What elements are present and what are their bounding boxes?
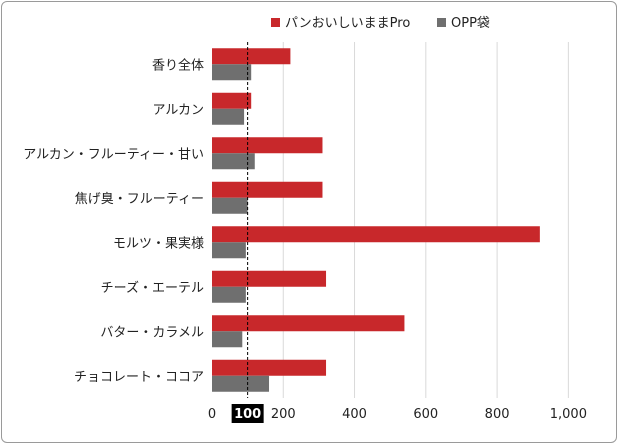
category-label: アルカン・フルーティー・甘い (23, 147, 204, 162)
bar-pan-pro-7 (212, 359, 327, 376)
x-tick-label-1000: 1,000 (550, 407, 587, 422)
bar-pan-pro-5 (212, 270, 327, 287)
bars (212, 48, 540, 392)
category-label: 焦げ臭・フルーティー (75, 192, 204, 207)
grid-lines (282, 42, 569, 398)
bar-pan-pro-6 (212, 315, 405, 332)
legend-label-opp: OPP袋 (451, 16, 490, 31)
bar-opp-7 (212, 375, 270, 392)
category-label: チョコレート・ココア (74, 370, 204, 385)
category-label: チーズ・エーテル (101, 280, 204, 296)
bar-opp-0 (212, 64, 252, 81)
bar-opp-2 (212, 153, 255, 170)
bar-pan-pro-0 (212, 48, 291, 65)
x-tick-label-600: 600 (413, 407, 438, 422)
bar-opp-3 (212, 197, 248, 214)
bar-pan-pro-4 (212, 226, 540, 243)
x-tick-label-0: 0 (208, 407, 216, 422)
category-label: モルツ・果実様 (113, 235, 204, 251)
reference-tick-highlight (231, 404, 264, 423)
bar-pan-pro-1 (212, 92, 252, 109)
x-axis-ticks: 0 200 400 600 800 1,000 100 (208, 404, 587, 423)
category-label: 香り全体 (152, 57, 204, 73)
legend: パンおいしいままPro OPP袋 (271, 16, 490, 31)
category-label: バター・カラメル (100, 325, 204, 340)
bar-pan-pro-2 (212, 137, 323, 154)
category-label: アルカン (153, 103, 204, 118)
bar-opp-5 (212, 286, 246, 303)
bar-pan-pro-3 (212, 181, 323, 198)
bar-opp-6 (212, 331, 243, 348)
legend-label-pan-pro: パンおいしいままPro (285, 16, 410, 31)
x-tick-label-800: 800 (485, 407, 510, 422)
legend-swatch-opp (437, 18, 446, 27)
bar-opp-1 (212, 108, 245, 125)
category-labels: 香り全体アルカンアルカン・フルーティー・甘い焦げ臭・フルーティーモルツ・果実様チ… (23, 57, 204, 385)
legend-swatch-pan-pro (271, 18, 280, 27)
reference-tick-label: 100 (234, 407, 261, 422)
x-tick-label-200: 200 (271, 407, 296, 422)
bar-opp-4 (212, 242, 246, 259)
x-tick-label-400: 400 (342, 407, 367, 422)
